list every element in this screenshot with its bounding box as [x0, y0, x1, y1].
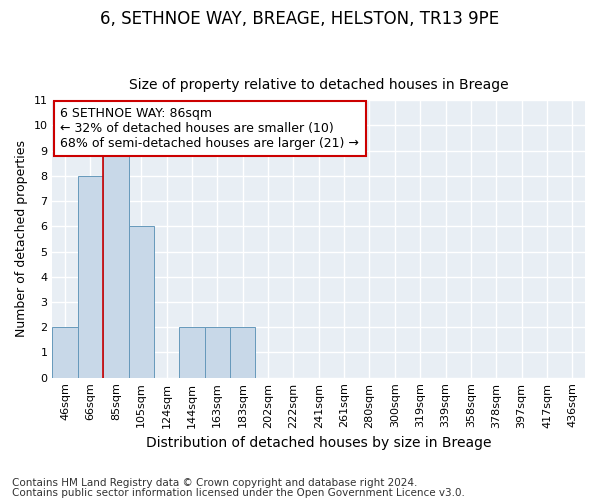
Bar: [128, 226, 154, 378]
Text: Contains public sector information licensed under the Open Government Licence v3: Contains public sector information licen…: [12, 488, 465, 498]
Bar: [103, 150, 128, 378]
Text: 6, SETHNOE WAY, BREAGE, HELSTON, TR13 9PE: 6, SETHNOE WAY, BREAGE, HELSTON, TR13 9P…: [100, 10, 500, 28]
Y-axis label: Number of detached properties: Number of detached properties: [15, 140, 28, 338]
Text: Contains HM Land Registry data © Crown copyright and database right 2024.: Contains HM Land Registry data © Crown c…: [12, 478, 418, 488]
Bar: [205, 327, 230, 378]
Bar: [179, 327, 205, 378]
Bar: [52, 327, 78, 378]
Text: 6 SETHNOE WAY: 86sqm
← 32% of detached houses are smaller (10)
68% of semi-detac: 6 SETHNOE WAY: 86sqm ← 32% of detached h…: [61, 107, 359, 150]
X-axis label: Distribution of detached houses by size in Breage: Distribution of detached houses by size …: [146, 436, 491, 450]
Bar: [230, 327, 256, 378]
Bar: [78, 176, 103, 378]
Title: Size of property relative to detached houses in Breage: Size of property relative to detached ho…: [129, 78, 509, 92]
